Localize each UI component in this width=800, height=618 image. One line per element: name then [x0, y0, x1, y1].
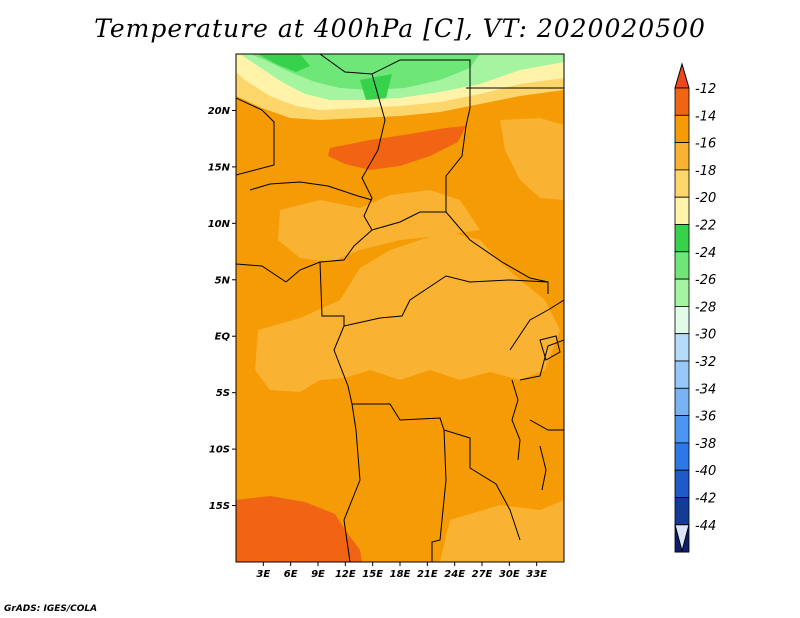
- lon-tick-label: 9E: [311, 569, 325, 580]
- colorbar-bottom-arrow: [674, 524, 690, 553]
- colorbar-label: -16: [695, 137, 716, 152]
- colorbar-swatch: [674, 497, 690, 526]
- colorbar-swatch: [674, 442, 690, 471]
- colorbar-label: -12: [695, 82, 716, 97]
- colorbar-swatch: [674, 360, 690, 389]
- longitude-axis: 3E 6E 9E 12E 15E 18E 21E 24E 27E 30E 33E: [256, 562, 547, 580]
- colorbar-swatch: [674, 196, 690, 225]
- colorbar-label: -44: [695, 519, 716, 534]
- lake-malawi: [539, 445, 547, 491]
- colorbar-swatch: [674, 333, 690, 362]
- coastline-lake: [511, 379, 521, 461]
- lon-tick-label: 21E: [417, 569, 438, 580]
- colorbar-swatch: [674, 224, 690, 253]
- lat-tick-label: EQ: [215, 332, 231, 343]
- colorbar-label: -24: [695, 246, 716, 261]
- colorbar-label: -34: [695, 382, 716, 397]
- colorbar-label: -32: [695, 355, 716, 370]
- credit-label: GrADS: IGES/COLA: [4, 604, 98, 614]
- colorbar-swatch: [674, 251, 690, 280]
- colorbar-label: -30: [695, 328, 716, 343]
- colorbar-label: -28: [695, 300, 716, 315]
- colorbar-swatch: [674, 169, 690, 198]
- colorbar-swatch: [674, 114, 690, 144]
- lon-tick-label: 6E: [284, 569, 298, 580]
- lon-tick-label: 18E: [390, 569, 411, 580]
- field-warm-sahel: [328, 126, 466, 170]
- colorbar-swatch: [674, 87, 690, 116]
- lat-tick-label: 20N: [208, 106, 231, 117]
- field-patch-16-north: [278, 190, 480, 262]
- latitude-axis: 20N 15N 10N 5N EQ 5S 10S 15S: [208, 106, 236, 512]
- lon-tick-label: 15E: [362, 569, 383, 580]
- field-patch-16-central: [255, 232, 560, 392]
- lat-tick-label: 15N: [208, 162, 231, 173]
- colorbar-swatch: [674, 278, 690, 307]
- lat-tick-label: 15S: [209, 501, 230, 512]
- country-borders: [236, 54, 564, 562]
- temperature-field: [236, 54, 564, 562]
- colorbar-label: -36: [695, 410, 716, 425]
- colorbar-label: -18: [695, 164, 716, 179]
- colorbar-swatch: [674, 469, 690, 498]
- colorbar-label: -26: [695, 273, 716, 288]
- colorbar-swatch: [674, 142, 690, 171]
- lat-tick-label: 10N: [208, 219, 231, 230]
- colorbar-label: -40: [695, 464, 716, 479]
- field-warm-southwest: [236, 496, 362, 562]
- colorbar-label: -14: [695, 109, 716, 124]
- lat-tick-label: 10S: [209, 445, 230, 456]
- lon-tick-label: 33E: [526, 569, 547, 580]
- lake-victoria: [539, 335, 561, 361]
- lon-tick-label: 3E: [256, 569, 270, 580]
- colorbar-label: -20: [695, 191, 716, 206]
- lon-tick-label: 30E: [499, 569, 520, 580]
- lon-tick-label: 24E: [444, 569, 465, 580]
- lat-tick-label: 5N: [215, 275, 231, 286]
- chart-title: Temperature at 400hPa [C], VT: 202002050…: [94, 14, 706, 43]
- field-band-22: [258, 54, 392, 100]
- lat-tick-label: 5S: [216, 388, 230, 399]
- colorbar-label: -38: [695, 437, 716, 452]
- colorbar-swatch: [674, 415, 690, 444]
- field-patch-16-se: [440, 500, 564, 562]
- lon-tick-label: 12E: [335, 569, 356, 580]
- field-patch-16-east: [500, 118, 564, 200]
- lon-tick-label: 27E: [472, 569, 493, 580]
- colorbar-swatch: [674, 387, 690, 416]
- colorbar-label: -22: [695, 219, 716, 234]
- border-lines: [236, 54, 564, 562]
- colorbar-swatch: [674, 305, 690, 335]
- colorbar-label: -42: [695, 492, 716, 507]
- colorbar-top-arrow: [674, 62, 690, 89]
- colorbar: -12 -14 -16 -18 -20 -22 -24 -26 -28 -30 -32 -34 -36 -…: [674, 62, 716, 553]
